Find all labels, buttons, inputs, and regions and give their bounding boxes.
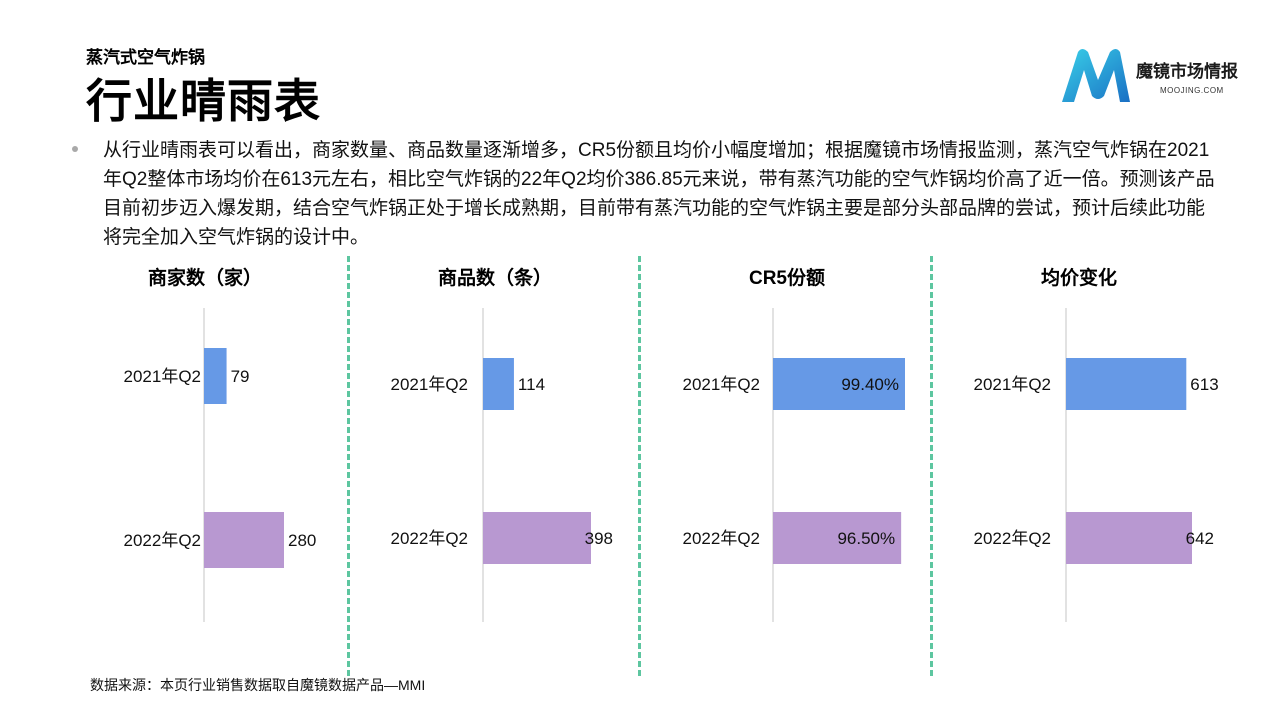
- divider-3: [930, 256, 933, 676]
- data-label: 613: [1190, 375, 1218, 394]
- data-source-note: 数据来源：本页行业销售数据取自魔镜数据产品—MMI: [90, 677, 426, 693]
- summary-paragraph: 从行业晴雨表可以看出，商家数量、商品数量逐渐增多，CR5份额且均价小幅度增加；根…: [103, 140, 1215, 248]
- chart-title: CR5份额: [749, 266, 825, 289]
- bar-1: [204, 512, 284, 568]
- bar-0: [773, 358, 905, 410]
- chart-panel-price: 均价变化 2021年Q2 613 2022年Q2 642: [934, 262, 1224, 642]
- divider-1: [347, 256, 350, 676]
- data-label: 114: [518, 375, 545, 394]
- data-label: 642: [1186, 529, 1214, 548]
- category-label: 2022年Q2: [124, 531, 202, 550]
- logo-name: 魔镜市场情报: [1136, 62, 1238, 81]
- category-label: 2022年Q2: [683, 529, 761, 548]
- category-label: 2021年Q2: [391, 375, 469, 394]
- category-label: 2021年Q2: [683, 375, 761, 394]
- chart-title: 商品数（条）: [438, 266, 552, 289]
- bar-0: [1066, 358, 1187, 410]
- chart-svg: 均价变化 2021年Q2 613 2022年Q2 642: [974, 266, 1219, 622]
- bar-0: [483, 358, 514, 410]
- chart-panel-merchants: 商家数（家） 2021年Q2 79 2022年Q2 280: [60, 262, 350, 642]
- bullet-dot: [72, 146, 78, 152]
- page-title: 行业晴雨表: [86, 75, 321, 127]
- chart-title: 均价变化: [1041, 266, 1117, 289]
- divider-2: [638, 256, 641, 676]
- category-label: 2021年Q2: [124, 367, 202, 386]
- data-label: 280: [288, 531, 316, 550]
- logo-domain: MOOJING.COM: [1160, 86, 1224, 95]
- bar-1: [773, 512, 902, 564]
- chart-panel-products: 商品数（条） 2021年Q2 114 2022年Q2 398: [350, 262, 640, 642]
- data-label: 99.40%: [841, 375, 899, 394]
- data-label: 398: [585, 529, 613, 548]
- bar-1: [483, 512, 591, 564]
- category-label: 2022年Q2: [974, 529, 1052, 548]
- moojing-m-logo-icon: [1062, 49, 1130, 102]
- page-subtitle: 蒸汽式空气炸锅: [86, 48, 205, 67]
- data-label: 96.50%: [837, 529, 895, 548]
- chart-svg: 商家数（家） 2021年Q2 79 2022年Q2 280: [124, 266, 316, 622]
- category-label: 2022年Q2: [391, 529, 469, 548]
- chart-panel-cr5: CR5份额 2021年Q2 99.40% 2022年Q2 96.50%: [642, 262, 932, 642]
- chart-svg: CR5份额 2021年Q2 99.40% 2022年Q2 96.50%: [683, 266, 905, 622]
- chart-svg: 商品数（条） 2021年Q2 114 2022年Q2 398: [391, 266, 613, 622]
- bar-0: [204, 348, 227, 404]
- data-label: 79: [231, 367, 250, 386]
- bar-1: [1066, 512, 1192, 564]
- category-label: 2021年Q2: [974, 375, 1052, 394]
- chart-title: 商家数（家）: [148, 266, 262, 289]
